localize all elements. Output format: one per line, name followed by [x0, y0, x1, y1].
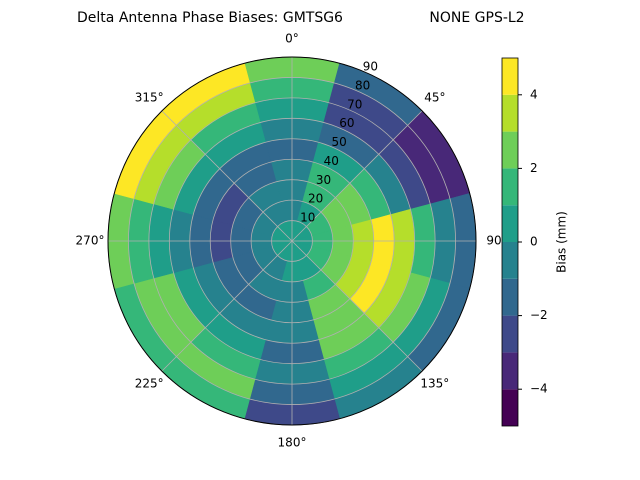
colorbar-segment — [502, 168, 518, 206]
grid-spoke — [161, 110, 293, 242]
r-tick-label: 10 — [300, 211, 315, 225]
colorbar-label: Bias (mm) — [555, 211, 569, 273]
theta-tick-label: 270° — [76, 234, 105, 248]
theta-tick-label: 315° — [135, 91, 164, 105]
colorbar-segment — [502, 389, 518, 426]
colorbar-tick-label: −2 — [530, 308, 548, 322]
polar-frame — [107, 56, 477, 426]
colorbar-segment — [502, 315, 518, 353]
r-tick-label: 50 — [331, 135, 346, 149]
grid-spoke — [291, 110, 423, 242]
colorbar-tick-label: 0 — [530, 235, 538, 249]
r-tick-label: 80 — [355, 78, 370, 92]
theta-tick-label: 0° — [285, 32, 299, 46]
chart-title: Delta Antenna Phase Biases: GMTSG6 — [77, 10, 343, 26]
colorbar-segment — [502, 242, 518, 279]
r-tick-label: 70 — [347, 97, 362, 111]
colorbar-segment — [502, 278, 518, 316]
theta-tick-label: 225° — [135, 376, 164, 390]
colorbar-segment — [502, 352, 518, 390]
theta-tick-label: 180° — [278, 436, 307, 450]
r-tick-label: 90 — [363, 60, 378, 74]
colorbar-tick-label: 2 — [530, 161, 538, 175]
theta-tick-label: 135° — [420, 376, 449, 390]
colorbar-segment — [502, 205, 518, 242]
colorbar-segment — [502, 94, 518, 132]
r-tick-label: 20 — [308, 192, 323, 206]
theta-tick-label: 90 — [486, 234, 501, 248]
colorbar-segment — [502, 131, 518, 169]
chart-subtitle: NONE GPS-L2 — [429, 10, 524, 26]
grid-spoke — [161, 240, 293, 372]
r-tick-label: 40 — [324, 154, 339, 168]
grid-spoke — [291, 240, 423, 372]
colorbar-tick-label: −4 — [530, 382, 548, 396]
r-tick-label: 30 — [316, 173, 331, 187]
colorbar-tick-label: 4 — [530, 87, 538, 101]
r-tick-label: 60 — [339, 116, 354, 130]
colorbar-segment — [502, 58, 518, 95]
theta-tick-label: 45° — [424, 91, 445, 105]
